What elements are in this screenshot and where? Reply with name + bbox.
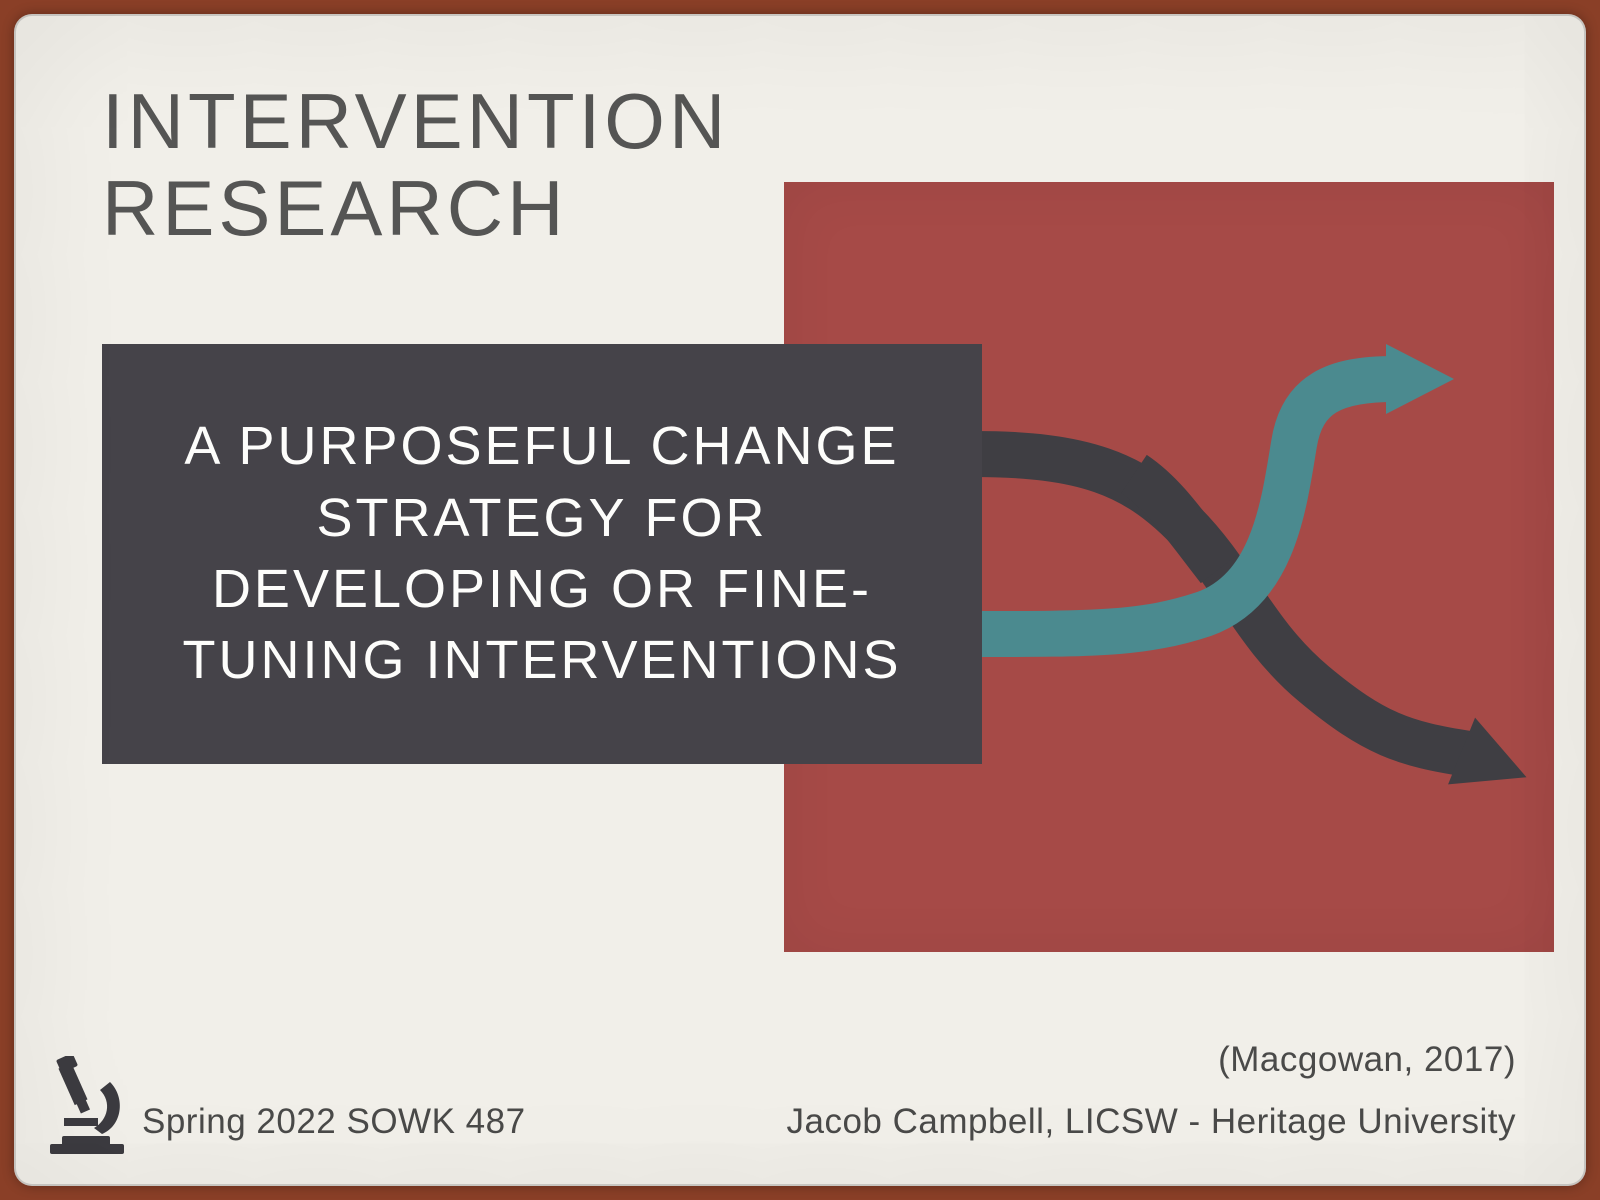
footer-course: Spring 2022 SOWK 487	[142, 1102, 526, 1142]
footer-author: Jacob Campbell, LICSW - Heritage Univers…	[786, 1102, 1516, 1142]
microscope-icon	[44, 1056, 134, 1156]
callout-box: A PURPOSEFUL CHANGE STRATEGY FOR DEVELOP…	[102, 344, 982, 764]
callout-text: A PURPOSEFUL CHANGE STRATEGY FOR DEVELOP…	[142, 411, 942, 696]
citation-text: (Macgowan, 2017)	[1218, 1040, 1516, 1080]
slide-frame: INTERVENTION RESEARCH A PURPOSEFUL CHANG…	[14, 14, 1586, 1186]
title-line1: INTERVENTION RESEARCH	[102, 77, 729, 252]
slide-title: INTERVENTION RESEARCH	[102, 78, 729, 253]
